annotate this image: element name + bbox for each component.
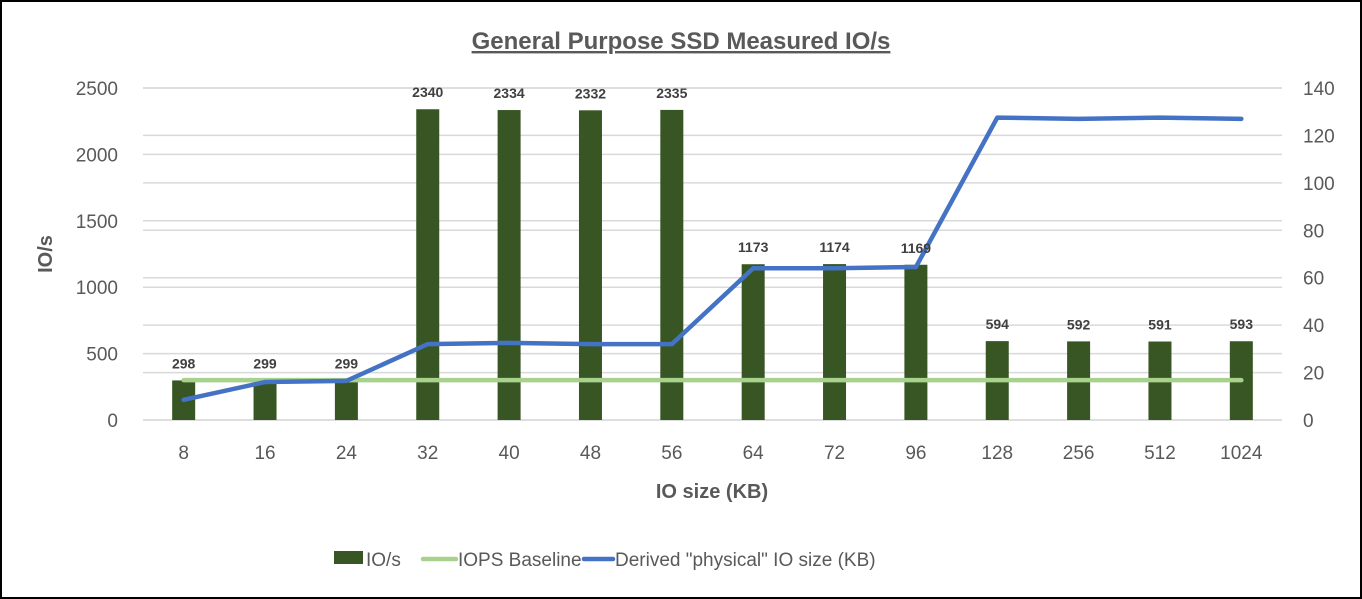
bar xyxy=(741,264,765,420)
y-tick-label-right: 80 xyxy=(1303,221,1324,242)
bar xyxy=(904,264,928,420)
bar xyxy=(416,109,440,421)
data-label: 2332 xyxy=(575,85,606,101)
bars-series xyxy=(172,109,1253,421)
bar xyxy=(334,380,358,420)
data-label: 2335 xyxy=(656,85,687,101)
x-axis-title: IO size (KB) xyxy=(656,481,768,503)
x-tick-label: 96 xyxy=(905,443,926,464)
legend-label: IOPS Baseline xyxy=(458,550,582,571)
x-tick-label: 48 xyxy=(580,443,601,464)
x-tick-label: 8 xyxy=(178,443,189,464)
y-axis-right-ticks: 0 20 40 60 80 100 120 140 xyxy=(1303,79,1335,432)
y-axis-title: IO/s xyxy=(35,235,57,273)
x-tick-label: 72 xyxy=(824,443,845,464)
y-tick-label-right: 60 xyxy=(1303,269,1324,290)
gridlines xyxy=(143,87,1282,421)
derived-line xyxy=(181,115,1244,403)
y-tick-label-left: 1500 xyxy=(76,212,118,233)
x-tick-label: 128 xyxy=(981,443,1013,464)
data-label: 591 xyxy=(1148,317,1172,333)
data-label: 1174 xyxy=(819,239,850,255)
x-tick-label: 1024 xyxy=(1220,443,1263,464)
legend-label: Derived "physical" IO size (KB) xyxy=(615,550,876,571)
data-label: 594 xyxy=(986,316,1010,332)
x-tick-label: 24 xyxy=(336,443,358,464)
y-tick-label-right: 120 xyxy=(1303,126,1335,147)
bar xyxy=(660,109,684,421)
y-tick-label-right: 140 xyxy=(1303,79,1335,100)
x-tick-label: 256 xyxy=(1063,443,1095,464)
x-axis-ticks: 8 16 24 32 40 48 56 64 72 96 128 256 512 1024 xyxy=(178,443,1262,464)
y-tick-label-right: 100 xyxy=(1303,174,1335,195)
data-label: 592 xyxy=(1067,316,1091,332)
data-label: 1173 xyxy=(738,239,769,255)
x-tick-label: 16 xyxy=(254,443,275,464)
x-tick-label: 56 xyxy=(661,443,682,464)
chart-title: General Purpose SSD Measured IO/s xyxy=(472,28,891,55)
data-labels: 298 299 299 2340 2334 2332 2335 1173 1174 1169 594… xyxy=(172,84,1253,371)
x-tick-label: 64 xyxy=(743,443,765,464)
bar xyxy=(497,110,521,420)
legend: IO/s IOPS Baseline Derived "physical" IO s… xyxy=(334,550,876,571)
y-tick-label-left: 0 xyxy=(107,411,118,432)
bar xyxy=(823,264,847,420)
y-tick-label-left: 500 xyxy=(86,345,118,366)
x-tick-label: 32 xyxy=(417,443,438,464)
legend-swatch-bar xyxy=(334,551,363,564)
bar xyxy=(578,110,602,421)
y-tick-label-right: 0 xyxy=(1303,411,1314,432)
data-label: 299 xyxy=(335,355,359,371)
legend-label: IO/s xyxy=(366,550,401,571)
data-label: 593 xyxy=(1230,316,1254,332)
data-label: 299 xyxy=(253,355,277,371)
x-tick-label: 40 xyxy=(499,443,520,464)
y-tick-label-right: 20 xyxy=(1303,364,1324,385)
data-label: 298 xyxy=(172,355,196,371)
y-tick-label-left: 2500 xyxy=(76,79,118,100)
y-axis-left-ticks: 0 500 1000 1500 2000 2500 xyxy=(76,79,118,432)
data-label: 1169 xyxy=(901,240,932,256)
derived-series xyxy=(181,115,1244,403)
data-label: 2340 xyxy=(412,84,443,100)
y-tick-label-right: 40 xyxy=(1303,316,1324,337)
x-tick-label: 512 xyxy=(1144,443,1176,464)
bar xyxy=(253,380,277,420)
data-label: 2334 xyxy=(494,85,525,101)
y-tick-label-left: 1000 xyxy=(76,278,118,299)
y-tick-label-left: 2000 xyxy=(76,145,118,166)
